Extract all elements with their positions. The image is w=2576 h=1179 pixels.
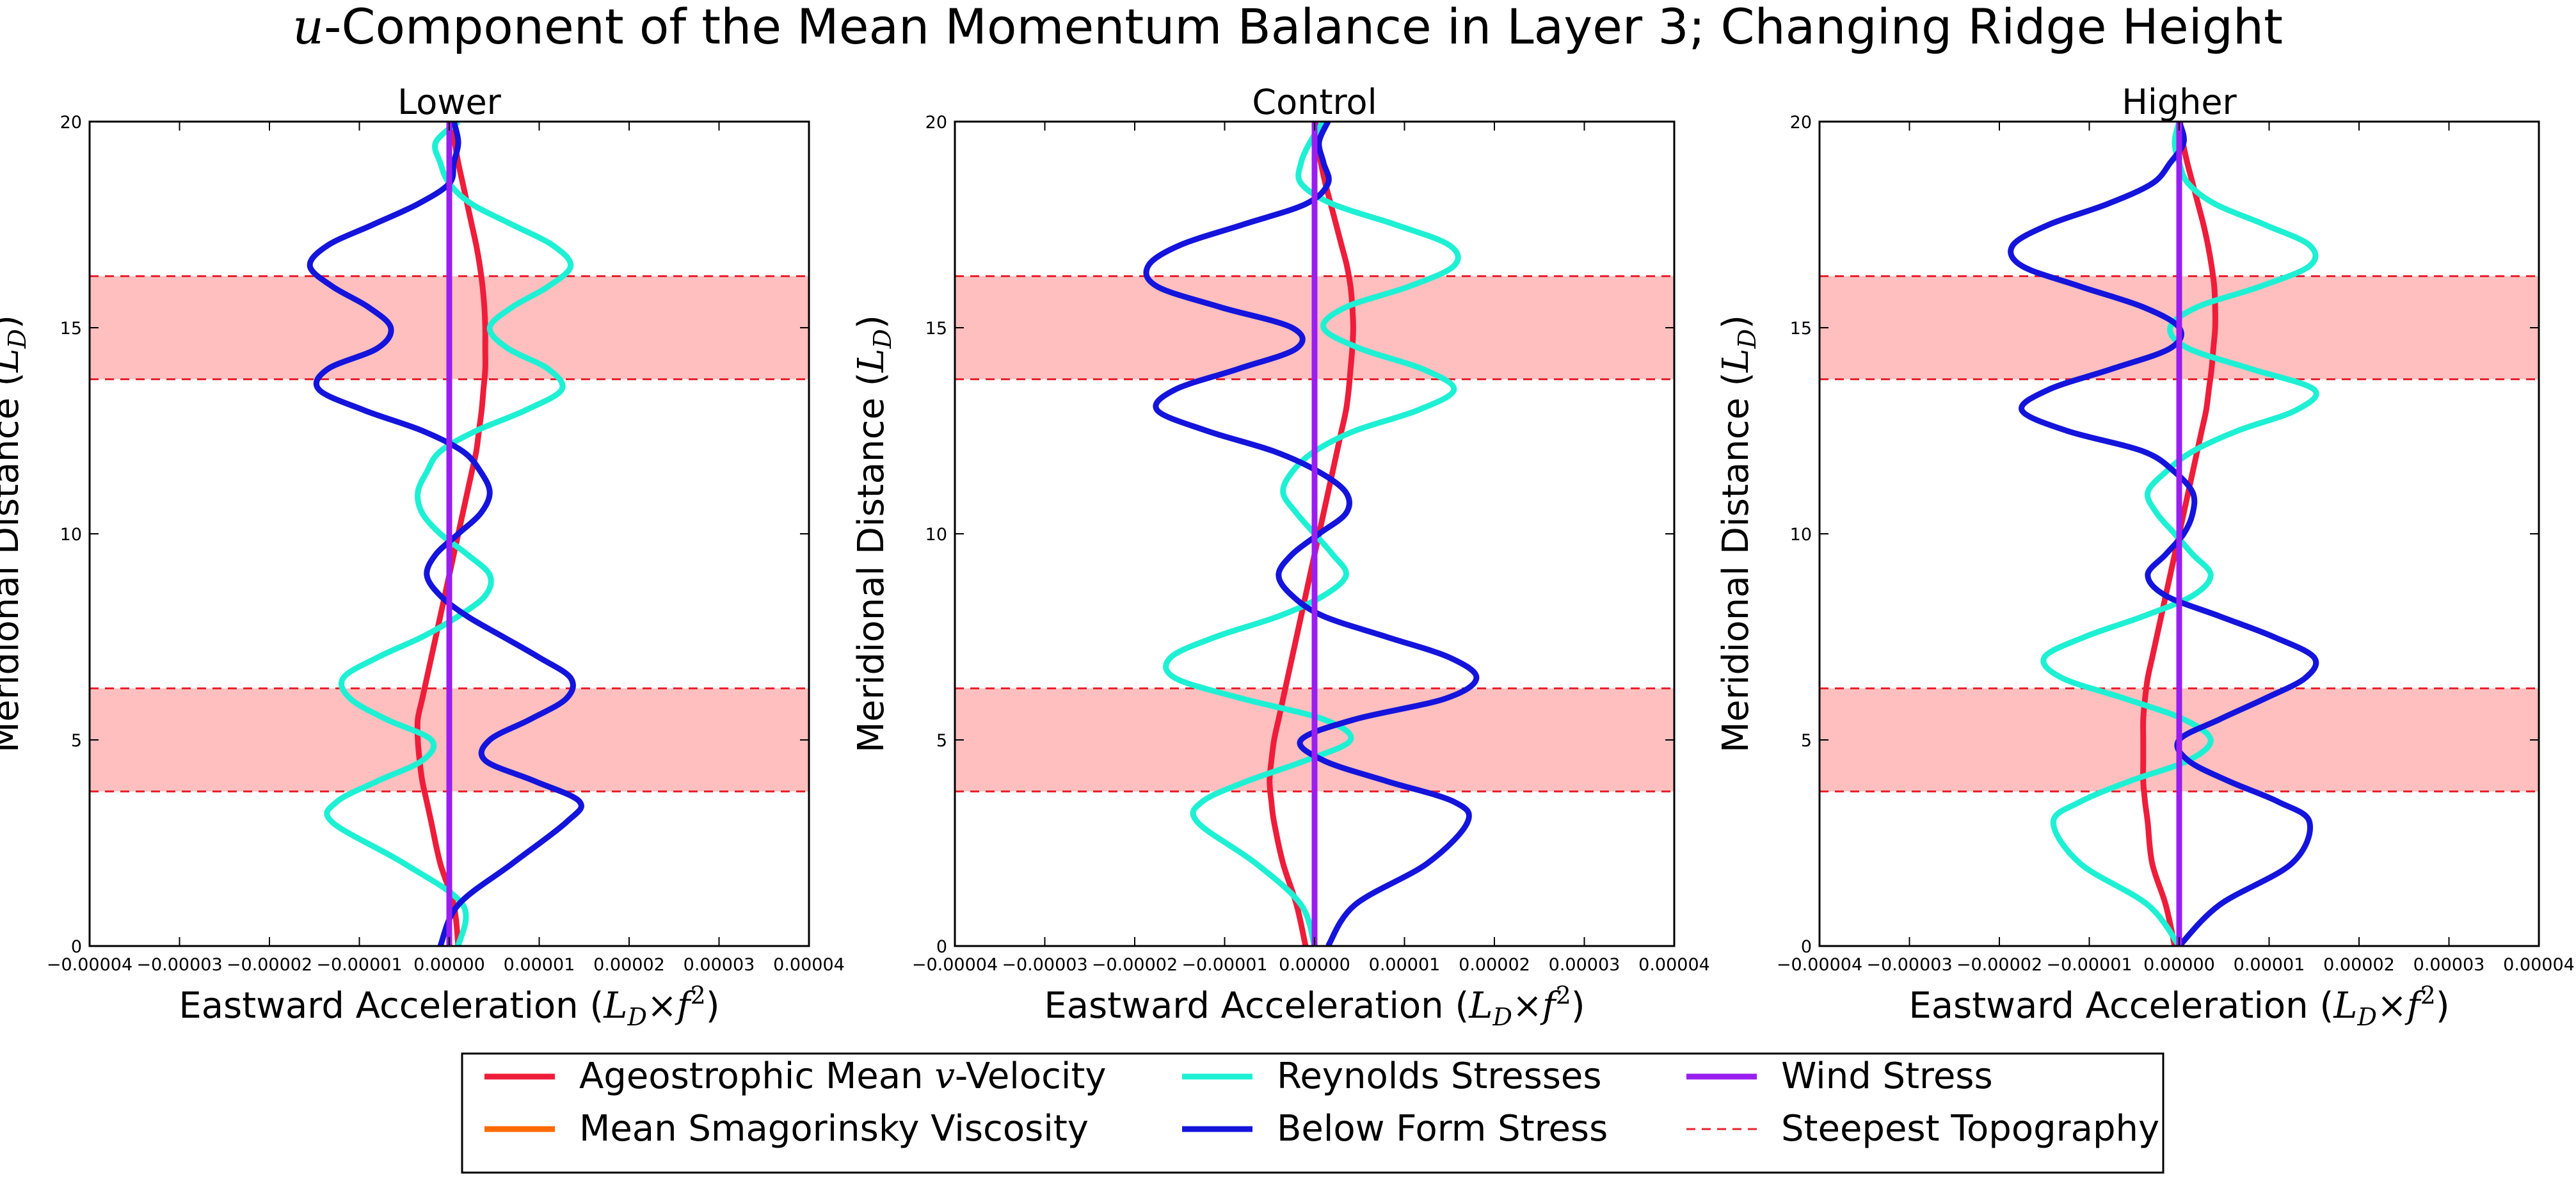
series-group	[2008, 122, 2319, 946]
x-axis-label: Eastward Acceleration (LD×f2)	[1908, 981, 2449, 1031]
figure-title-text: -Component of the Mean Momentum Balance …	[324, 0, 2283, 55]
series-group	[1143, 122, 1480, 946]
y-tick-label: 20	[1790, 113, 1812, 132]
legend-frame	[461, 1052, 2164, 1174]
legend-label: Reynolds Stresses	[1277, 1055, 1602, 1097]
x-tick-label: 0.00000	[413, 955, 485, 975]
legend-entry-ageostrophic-mean: Ageostrophic Mean v-Velocity	[484, 1055, 1107, 1097]
legend-label: Mean Smagorinsky Viscosity	[579, 1108, 1089, 1150]
y-tick-label: 20	[925, 113, 947, 132]
x-tick-label: −0.00003	[1002, 955, 1087, 975]
panel-title: Lower	[397, 82, 502, 122]
y-tick-label: 0	[1801, 937, 1812, 957]
panel-title: Control	[1252, 82, 1377, 122]
y-axis-label: Meridional Distance (LD)	[0, 315, 31, 753]
x-tick-label: 0.00002	[593, 955, 665, 975]
x-tick-label: 0.00002	[2323, 955, 2395, 975]
panels: −0.00004 −0.00003 −0.00002 −0.00001 0.00000 0…	[0, 82, 2575, 1031]
x-tick-label: −0.00001	[1181, 955, 1267, 975]
y-tick-label: 15	[1790, 319, 1812, 339]
legend: Ageostrophic Mean v-Velocity Mean Smagori…	[461, 1052, 2164, 1174]
x-tick-label: −0.00003	[1866, 955, 1952, 975]
panel-title: Higher	[2122, 82, 2237, 122]
figure-title: u-Component of the Mean Momentum Balance…	[292, 0, 2283, 55]
x-tick-label: 0.00004	[2503, 955, 2575, 975]
y-tick-label: 0	[71, 937, 82, 957]
legend-label: Steepest Topography	[1781, 1108, 2159, 1150]
legend-entry-reynolds-stresses: Reynolds Stresses	[1182, 1055, 1602, 1097]
series-group	[307, 122, 584, 946]
x-tick-label: 0.00002	[1459, 955, 1530, 975]
series-line-below-form-stress	[1143, 122, 1480, 946]
x-tick-label: −0.00004	[47, 955, 132, 975]
y-tick-label: 5	[71, 731, 82, 751]
y-tick-label: 0	[936, 937, 947, 957]
y-tick-label: 10	[1790, 525, 1812, 545]
series-line-reynolds-stresses	[324, 122, 574, 946]
x-tick-label: 0.00004	[1638, 955, 1710, 975]
x-axis-label: Eastward Acceleration (LD×f2)	[179, 981, 719, 1031]
x-tick-label: 0.00004	[773, 955, 845, 975]
x-tick-label: −0.00001	[2046, 955, 2132, 975]
legend-entry-below-form-stress: Below Form Stress	[1182, 1108, 1608, 1150]
legend-entry-wind-stress: Wind Stress	[1686, 1055, 1993, 1097]
x-tick-label: 0.00003	[684, 955, 755, 975]
panel-lower: −0.00004 −0.00003 −0.00002 −0.00001 0.00000 0…	[0, 82, 845, 1031]
y-tick-label: 10	[925, 525, 947, 545]
x-tick-label: 0.00000	[1279, 955, 1350, 975]
x-tick-label: 0.00001	[504, 955, 575, 975]
y-tick-label: 15	[925, 319, 947, 339]
x-tick-label: −0.00004	[1777, 955, 1862, 975]
y-tick-label: 15	[60, 319, 82, 339]
series-line-below-form-stress	[307, 122, 584, 946]
y-tick-label: 20	[60, 113, 82, 132]
x-tick-label: −0.00004	[912, 955, 998, 975]
x-tick-label: 0.00001	[2234, 955, 2305, 975]
x-tick-label: 0.00003	[1549, 955, 1620, 975]
x-tick-label: −0.00002	[1092, 955, 1178, 975]
series-line-reynolds-stresses	[1163, 122, 1461, 946]
legend-label: Wind Stress	[1781, 1055, 1993, 1097]
x-axis-label: Eastward Acceleration (LD×f2)	[1044, 981, 1585, 1031]
legend-entry-mean-smagorinsky-viscosity: Mean Smagorinsky Viscosity	[484, 1108, 1089, 1150]
series-line-below-form-stress	[2008, 122, 2319, 946]
panel-control: −0.00004 −0.00003 −0.00002 −0.00001 0.00000 0…	[851, 82, 1710, 1031]
y-tick-label: 5	[936, 731, 947, 751]
x-tick-label: −0.00003	[136, 955, 222, 975]
x-tick-label: −0.00002	[1956, 955, 2042, 975]
x-tick-label: −0.00002	[227, 955, 312, 975]
x-tick-label: 0.00003	[2413, 955, 2485, 975]
legend-label: Below Form Stress	[1277, 1108, 1608, 1150]
x-tick-label: 0.00000	[2143, 955, 2215, 975]
legend-label: Ageostrophic Mean v-Velocity	[579, 1055, 1107, 1097]
series-line-ageostrophic-mean-v-velocity	[2140, 122, 2218, 946]
y-tick-label: 5	[1801, 731, 1812, 751]
y-axis-label: Meridional Distance (LD)	[1715, 315, 1761, 753]
series-line-ageostrophic-mean-v-velocity	[1267, 122, 1356, 946]
panel-higher: −0.00004 −0.00003 −0.00002 −0.00001 0.00000 0…	[1715, 82, 2575, 1031]
x-tick-label: 0.00001	[1369, 955, 1441, 975]
figure-title-math: u	[292, 0, 324, 55]
legend-entry-steepest-topography: Steepest Topography	[1686, 1108, 2159, 1150]
y-axis-label: Meridional Distance (LD)	[851, 315, 897, 753]
x-tick-label: −0.00001	[316, 955, 402, 975]
y-tick-label: 10	[60, 525, 82, 545]
